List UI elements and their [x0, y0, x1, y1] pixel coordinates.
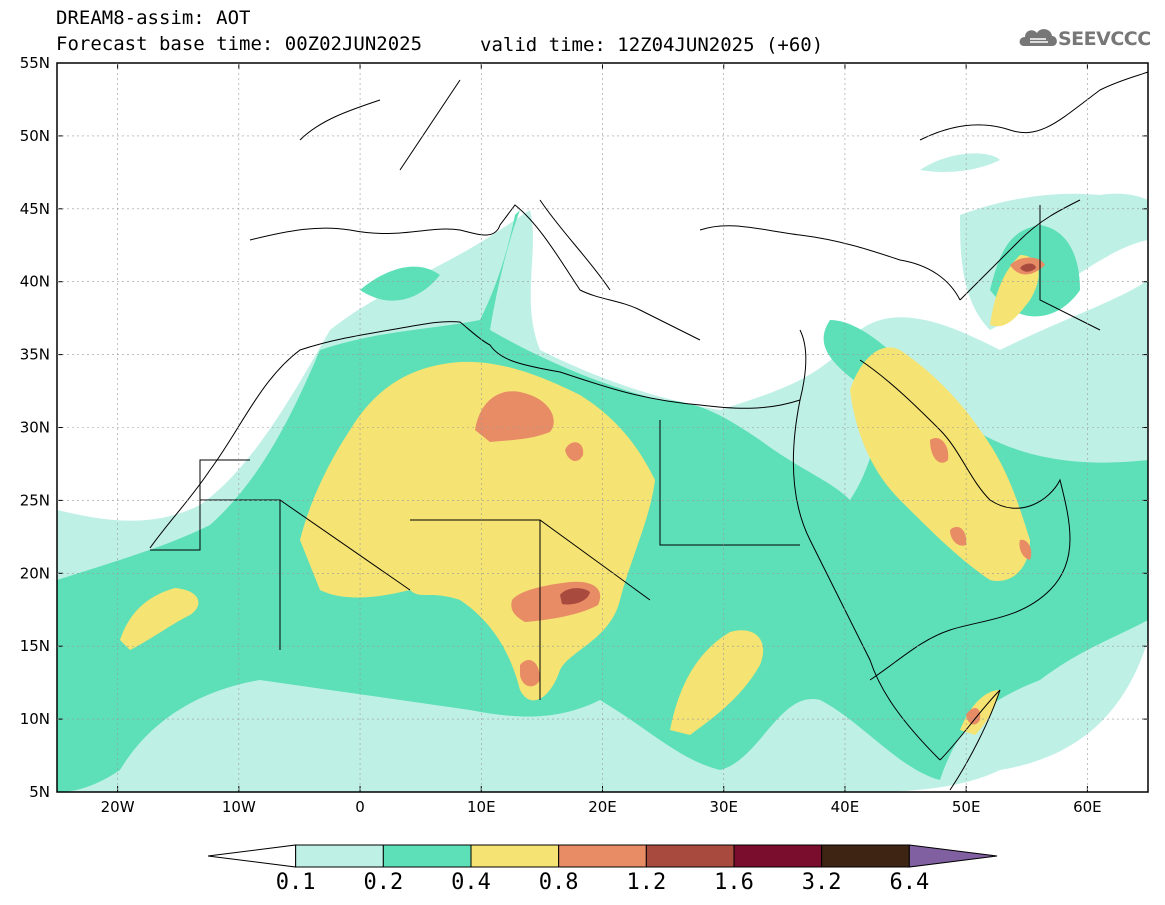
lat-tick-label: 35N	[20, 346, 50, 364]
latitude-labels: 55N 50N 45N 40N 35N 30N 25N 20N 15N 10N 5N	[20, 54, 50, 801]
lon-tick-label: 40E	[831, 798, 860, 816]
colorbar-segment	[470, 844, 560, 868]
colorbar-label: 0.8	[538, 870, 579, 895]
forecast-base-time: Forecast base time: 00Z02JUN2025	[56, 33, 423, 55]
lon-tick-label: 50E	[952, 798, 981, 816]
lon-tick-label: 10W	[222, 798, 256, 816]
lon-tick-label: 20W	[101, 798, 135, 816]
valid-time: valid time: 12Z04JUN2025 (+60)	[480, 34, 824, 56]
lat-tick-label: 55N	[20, 54, 50, 72]
colorbar-segment	[207, 844, 297, 868]
colorbar-label: 1.6	[714, 870, 754, 895]
lon-tick-label: 60E	[1073, 798, 1102, 816]
lat-tick-label: 10N	[20, 710, 50, 728]
colorbar-segment	[645, 844, 735, 868]
lon-tick-label: 20E	[588, 798, 617, 816]
colorbar-segment	[295, 844, 384, 868]
longitude-labels: 20W 10W 0 10E 20E 30E 40E 50E 60E	[101, 798, 1102, 816]
lon-tick-label: 30E	[709, 798, 738, 816]
aot-level-1.2	[560, 263, 1036, 605]
colorbar-label: 3.2	[801, 870, 842, 895]
map-title: DREAM8-assim: AOT	[56, 7, 251, 29]
colorbar-segment	[821, 844, 910, 868]
colorbar-label: 6.4	[889, 870, 930, 895]
colorbar-segment	[558, 844, 647, 868]
lon-tick-label: 0	[355, 798, 365, 816]
lat-tick-label: 45N	[20, 200, 50, 218]
aot-contours	[57, 153, 1148, 792]
colorbar-label: 0.4	[451, 870, 491, 895]
lat-tick-label: 30N	[20, 419, 50, 437]
cloud-logo-icon	[1019, 29, 1057, 46]
logo-text: SEEVCCC	[1058, 28, 1151, 50]
colorbar-label: 1.2	[626, 870, 667, 895]
lat-tick-label: 25N	[20, 491, 50, 509]
colorbar-segment	[908, 844, 998, 868]
aot-level-0.8	[475, 257, 1045, 725]
lat-tick-label: 40N	[20, 273, 50, 291]
lon-tick-label: 10E	[467, 798, 496, 816]
colorbar-segment	[382, 844, 472, 868]
axis-ticks	[57, 62, 1148, 793]
colorbar-label: 0.2	[363, 870, 404, 895]
colorbar-label: 0.1	[275, 870, 316, 895]
lat-tick-label: 50N	[20, 127, 50, 145]
colorbar-segment	[733, 844, 823, 868]
lat-tick-label: 20N	[20, 564, 50, 582]
coastlines	[149, 71, 1148, 791]
lat-tick-label: 5N	[29, 783, 50, 801]
lat-tick-label: 15N	[20, 637, 50, 655]
colorbar	[207, 844, 998, 868]
